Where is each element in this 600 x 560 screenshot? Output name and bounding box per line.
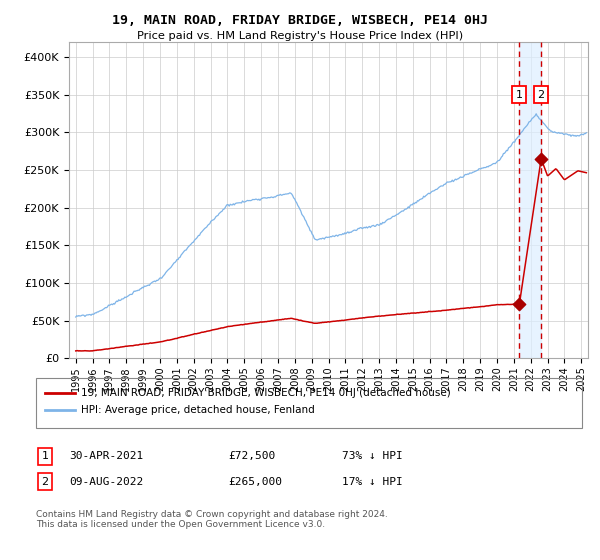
Text: Price paid vs. HM Land Registry's House Price Index (HPI): Price paid vs. HM Land Registry's House … [137,31,463,41]
Bar [520,42,541,358]
Text: 30-APR-2021: 30-APR-2021 [69,451,143,461]
Text: 2: 2 [538,90,545,100]
Text: 73% ↓ HPI: 73% ↓ HPI [342,451,403,461]
Text: 19, MAIN ROAD, FRIDAY BRIDGE, WISBECH, PE14 0HJ: 19, MAIN ROAD, FRIDAY BRIDGE, WISBECH, P… [112,14,488,27]
Point [515,299,524,308]
Text: 17% ↓ HPI: 17% ↓ HPI [342,477,403,487]
Text: 1: 1 [516,90,523,100]
Text: 2: 2 [41,477,49,487]
Text: 19, MAIN ROAD, FRIDAY BRIDGE, WISBECH, PE14 0HJ (detached house): 19, MAIN ROAD, FRIDAY BRIDGE, WISBECH, P… [81,388,451,398]
Point [536,155,546,164]
Text: Contains HM Land Registry data © Crown copyright and database right 2024.
This d: Contains HM Land Registry data © Crown c… [36,510,388,529]
Text: £265,000: £265,000 [228,477,282,487]
Text: 1: 1 [41,451,49,461]
Text: HPI: Average price, detached house, Fenland: HPI: Average price, detached house, Fenl… [81,405,315,415]
Text: 09-AUG-2022: 09-AUG-2022 [69,477,143,487]
Text: £72,500: £72,500 [228,451,275,461]
